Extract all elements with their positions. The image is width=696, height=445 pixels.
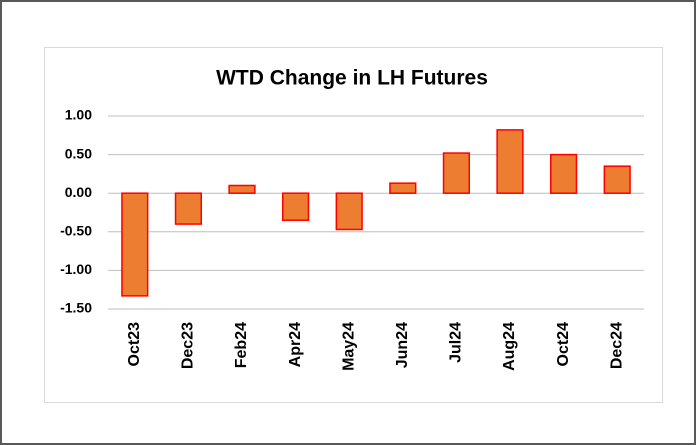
y-tick-label: -1.00 xyxy=(60,261,92,277)
bar xyxy=(496,129,524,194)
x-tick-label: Dec23 xyxy=(180,322,197,369)
chart-title: WTD Change in LH Futures xyxy=(216,67,488,90)
bar xyxy=(228,184,256,194)
x-tick-label: Apr24 xyxy=(287,322,304,367)
bar xyxy=(549,153,578,194)
y-tick-label: 0.00 xyxy=(65,184,92,200)
x-tick-label: Jun24 xyxy=(394,322,411,368)
x-tick-label: May24 xyxy=(340,322,357,371)
y-tick-label: -1.50 xyxy=(60,300,92,316)
bar xyxy=(389,182,417,194)
bar xyxy=(174,192,203,225)
y-tick-label: 1.00 xyxy=(65,107,92,123)
bar xyxy=(335,192,363,231)
x-tick-label: Dec24 xyxy=(608,322,625,369)
x-tick-label: Jul24 xyxy=(448,322,465,363)
bar xyxy=(603,165,631,194)
bar xyxy=(121,192,149,297)
bar xyxy=(281,192,310,221)
x-tick-label: Aug24 xyxy=(501,322,518,371)
x-tick-label: Oct23 xyxy=(126,322,143,367)
y-tick-label: -0.50 xyxy=(60,223,92,239)
bar xyxy=(442,152,471,194)
x-tick-label: Oct24 xyxy=(555,322,572,367)
x-tick-label: Feb24 xyxy=(233,322,250,368)
y-tick-label: 0.50 xyxy=(65,145,92,161)
